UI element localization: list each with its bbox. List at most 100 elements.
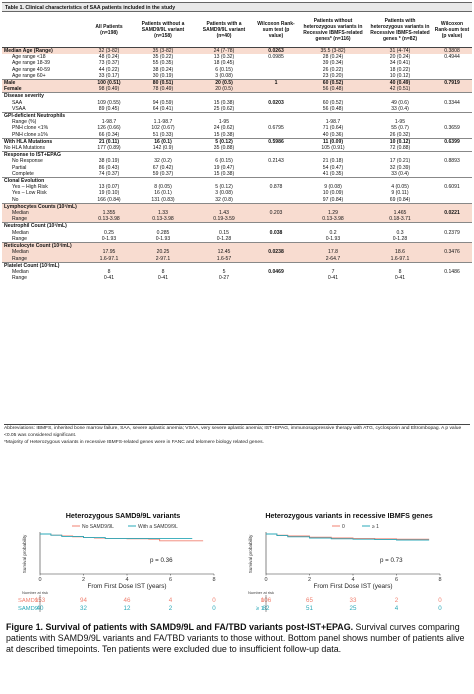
table-cell: 177 (0.89) [97,145,121,152]
table-cell: 10 (0.12) [389,72,411,79]
table-cell: 86 (0.43) [98,164,120,171]
table-cell: 56 (0.48) [298,86,368,93]
legend-label: With a SAMD9/9L [138,524,178,530]
table-cell: 0-1.93 [155,235,171,242]
risk-row-label: SAMD9 [18,606,38,612]
table-row: Disease severity [2,92,472,100]
y-axis-label: Survival probability [248,534,253,573]
row-label: Yes – Low Risk [12,190,47,197]
risk-value: 51 [306,605,313,612]
table-cell: 24 (0.62) [213,125,235,132]
table-cell: 74 (0.37) [98,170,120,177]
table-row: Range 0-41 0-41 0-27 0-41 0-41 [2,275,472,281]
table-cell [254,92,298,100]
table-row: GPI-deficient Neutrophils [2,112,472,120]
table-cell: 0.18-3.71 [368,216,432,223]
risk-value: 4 [169,597,173,604]
table-cell [254,197,298,204]
risk-value: 32 [80,605,87,612]
table-row: Age range 18-39 73 (0.37) 55 (0.35) 18 (0.4… [2,60,472,66]
x-tick-label: 8 [438,577,441,583]
table-cell [194,112,254,120]
row-label: Age range <18 [12,54,46,61]
table-cell: 44 (0.22) [98,66,120,73]
table-cell [368,261,432,269]
survival-curve-1 [266,533,430,541]
table-cell: 0.0263 [254,47,298,55]
table-cell: 1-95 [218,119,230,126]
table-cell: 25 (0.62) [213,105,235,112]
row-label: Median [2,210,86,217]
risk-value: 0 [438,605,442,612]
table-row: Clonal Evolution [2,177,472,185]
table-cell: 17.8 [298,249,368,256]
table-row: No HLA Mutations 177 (0.89) 142 (0.9) 35 (0… [2,145,472,152]
table-cell [298,261,368,269]
table-cell: 7 [331,268,335,275]
survival-curve-1 [40,533,193,539]
header-cell: Patients with heterozygous variants in R… [368,13,432,48]
table-cell: 5 (0.12) [215,184,233,191]
table-cell [432,216,472,223]
row-label: Lymphocytes Counts (10³/mL) [2,202,86,211]
table-cell: 0.8893 [444,158,460,165]
table-cell: 0.6795 [268,125,284,132]
risk-value: 2 [395,597,399,604]
table-cell: 89 (0.45) [98,105,120,112]
table-cell [254,255,298,263]
table-cell: 78 (0.49) [132,86,194,93]
table-cell [432,202,472,211]
table-row: Yes – High Risk 13 (0.07) 8 (0.05) 5 (0.12)… [2,184,472,190]
row-label: Median [12,268,29,275]
table-cell: 6 (0.15) [215,158,233,165]
table-cell [254,106,298,113]
table-cell: 8 (0.05) [154,184,172,191]
row-label: PNH clone <1% [12,125,49,132]
table-cell: 1.6-97.1 [368,255,432,263]
row-label: Range [12,235,28,242]
table-cell: 105 (0.91) [321,145,345,152]
table-row: No Response 38 (0.19) 32 (0.2) 6 (0.15) 0.21… [2,158,472,164]
table-cell: 16 (0.1) [132,137,194,146]
table-cell [86,177,132,185]
row-label: Yes – High Risk [12,184,48,191]
table-cell: 42 (0.51) [368,86,432,93]
table-cell: 0.3344 [444,99,460,106]
table-cell: 2-64.7 [298,255,368,263]
row-label: Complete [12,170,34,177]
row-label: Age range 18-39 [12,60,50,67]
risk-table-title: Number at risk [248,590,274,595]
table-cell [432,171,472,178]
table-row: With HLA Mutations 21 (0.11) 16 (0.1) 5 (0.… [2,137,472,146]
table-cell [254,275,298,281]
table-cell: 142 (0.9) [152,145,174,152]
table-cell [132,261,194,269]
table-cell: 15 (0.38) [213,170,235,177]
km-chart-samd9-svg: Heterozygous SAMD9/9L variants No SAMD9/9… [9,511,216,612]
table-row: PNH clone ≥1% 66 (0.34) 51 (0.33) 15 (0.38)… [2,132,472,139]
table-cell [86,202,132,211]
table-cell: 0.15 [219,229,229,236]
table-cell: 0.3659 [444,125,460,132]
x-axis-label: From First Dose IST (years) [87,583,166,590]
table-cell: 40 (0.36) [322,131,344,138]
table-cell: 51 (0.33) [152,131,174,138]
table-cell: 23 (0.20) [322,72,344,79]
table-cell: 0.878 [269,184,283,191]
table-cell [194,151,254,159]
risk-value: 106 [261,597,272,604]
row-label: Disease severity [2,92,86,100]
table-cell: 34 (0.41) [389,60,411,67]
table-cell [368,112,432,120]
table-cell: 20 (0.5) [194,86,254,93]
row-label: No HLA Mutations [4,145,46,152]
table-cell [132,151,194,159]
risk-value: 94 [80,597,87,604]
table-cell: 32 (3-82) [86,47,132,55]
row-label: Median [2,249,86,256]
table-cell [432,222,472,230]
table-cell [194,202,254,211]
table-cell: 28 (0.24) [322,54,344,61]
table-cell: 1.43 [194,210,254,217]
table-cell [298,151,368,159]
